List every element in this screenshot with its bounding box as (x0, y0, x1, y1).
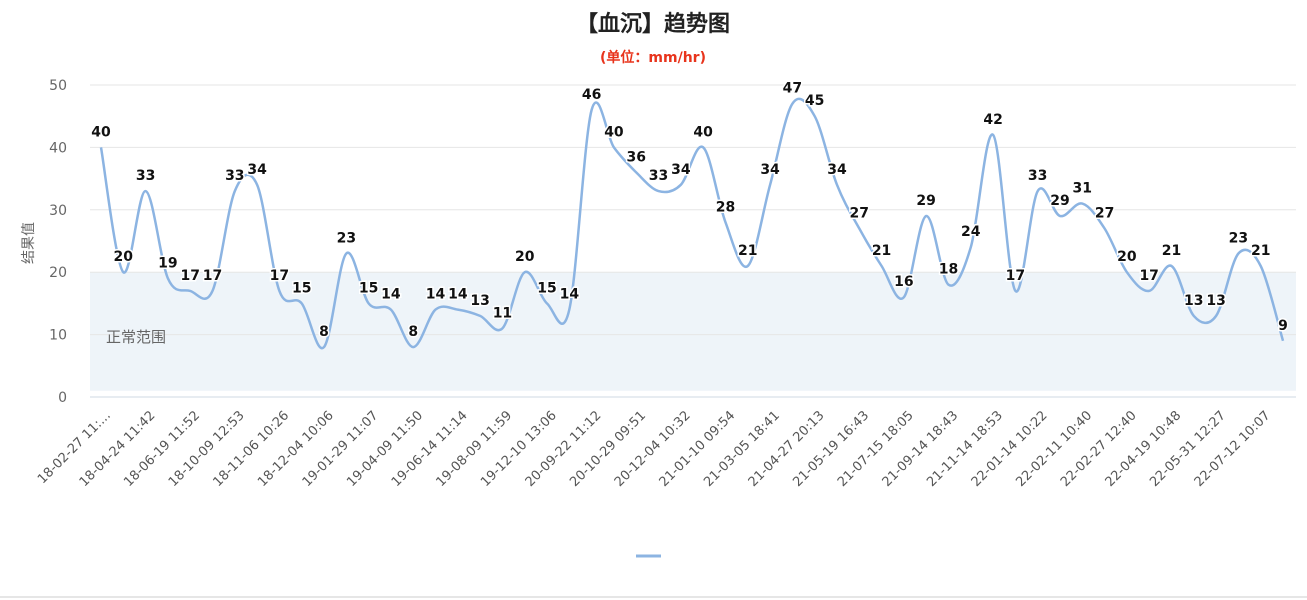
y-tick-label: 50 (49, 78, 67, 94)
data-label: 40 (604, 124, 624, 140)
data-label: 8 (408, 324, 418, 340)
data-label: 14 (381, 287, 401, 303)
data-label: 33 (649, 168, 668, 184)
data-label: 13 (470, 293, 489, 309)
data-label: 14 (448, 287, 468, 303)
data-label: 17 (180, 268, 199, 284)
data-label: 19 (158, 255, 177, 271)
y-axis-label: 结果值 (21, 222, 37, 264)
chart-subtitle: (单位：mm/hr) (600, 49, 706, 66)
data-label: 40 (693, 124, 713, 140)
y-tick-label: 0 (58, 390, 67, 406)
data-label: 9 (1278, 318, 1288, 334)
data-label: 13 (1184, 293, 1203, 309)
data-label: 27 (850, 206, 869, 222)
data-label: 17 (1139, 268, 1158, 284)
y-tick-label: 20 (49, 265, 67, 281)
data-label: 36 (627, 149, 646, 165)
data-label: 33 (1028, 168, 1047, 184)
normal-range-label: 正常范围 (106, 328, 166, 346)
data-label: 17 (1006, 268, 1025, 284)
data-label: 18 (939, 262, 958, 278)
data-label: 20 (1117, 249, 1137, 265)
data-label: 34 (760, 162, 780, 178)
data-label: 11 (493, 305, 512, 321)
data-label: 47 (783, 81, 802, 97)
series-line[interactable] (99, 97, 1285, 350)
y-tick-label: 40 (49, 140, 67, 156)
data-label: 29 (916, 193, 935, 209)
data-label: 21 (872, 243, 891, 259)
data-label: 45 (805, 93, 824, 109)
data-label: 15 (537, 280, 556, 296)
data-label: 21 (1251, 243, 1270, 259)
data-label: 20 (114, 249, 134, 265)
data-label: 23 (337, 230, 356, 246)
y-tick-labels: 0 10 20 30 40 50 (49, 78, 67, 406)
normal-range-band (90, 272, 1296, 391)
data-label: 21 (1162, 243, 1181, 259)
y-gridlines (90, 84, 1296, 398)
data-label: 20 (515, 249, 535, 265)
data-label: 40 (91, 124, 111, 140)
data-label: 14 (426, 287, 446, 303)
data-label: 21 (738, 243, 757, 259)
data-label: 17 (270, 268, 289, 284)
data-label: 15 (359, 280, 378, 296)
data-label: 34 (247, 162, 267, 178)
data-label: 31 (1073, 181, 1092, 197)
y-tick-label: 10 (49, 328, 67, 344)
data-label: 28 (716, 199, 735, 215)
data-label: 8 (319, 324, 329, 340)
data-label: 15 (292, 280, 311, 296)
data-label: 14 (560, 287, 580, 303)
chart-title: 【血沉】趋势图 (576, 11, 730, 37)
data-label: 23 (1229, 230, 1248, 246)
data-label: 16 (894, 274, 913, 290)
y-tick-label: 30 (49, 203, 67, 219)
data-label: 17 (203, 268, 222, 284)
data-label: 33 (225, 168, 244, 184)
data-label: 46 (582, 87, 601, 103)
data-label: 33 (136, 168, 155, 184)
data-label: 34 (827, 162, 847, 178)
data-label: 34 (671, 162, 691, 178)
data-label: 42 (983, 112, 1002, 128)
data-label: 24 (961, 224, 981, 240)
data-label: 27 (1095, 206, 1114, 222)
data-label: 29 (1050, 193, 1069, 209)
data-label: 13 (1206, 293, 1225, 309)
